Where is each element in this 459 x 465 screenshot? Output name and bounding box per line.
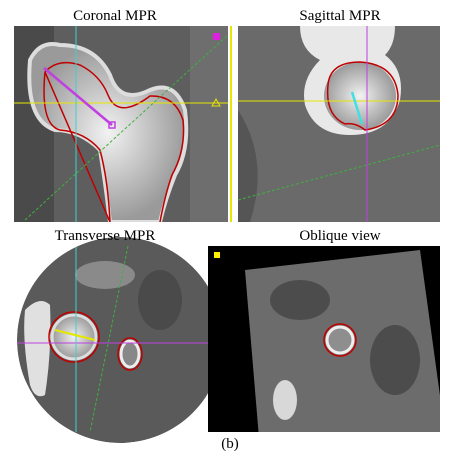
caption: (b) [221,436,239,452]
panel-title: Sagittal MPR [299,8,380,24]
panel-title: Coronal MPR [73,8,157,24]
transverse-image [17,237,223,443]
coronal-image [14,26,228,222]
oblique-image [208,246,440,432]
panel-title: Oblique view [299,228,380,244]
sagittal-image [238,26,440,222]
panel-title: Transverse MPR [55,228,156,244]
